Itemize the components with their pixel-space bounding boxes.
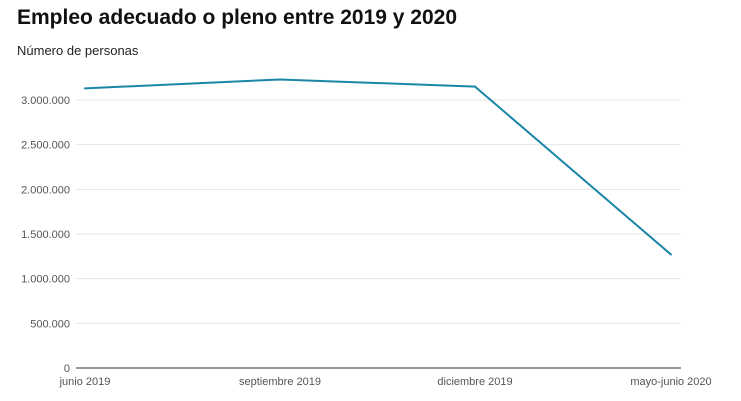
y-axis-ticks: 0 500.000 1.000.000 1.500.000 2.000.000 2.500… [21,95,70,375]
y-tick-label: 1.500.000 [21,229,70,241]
y-tick-label: 1.000.000 [21,274,70,286]
chart-title: Empleo adecuado o pleno entre 2019 y 202… [17,6,458,29]
y-tick-label: 3.000.000 [21,95,70,107]
gridlines [76,99,681,324]
x-tick-label: diciembre 2019 [437,376,512,388]
series-line [84,78,672,256]
y-tick-label: 500.000 [30,318,70,330]
x-tick-label: junio 2019 [59,376,111,388]
chart-subtitle: Número de personas [17,43,139,58]
y-tick-label: 2.500.000 [21,140,70,152]
data-point [670,253,672,256]
x-tick-label: septiembre 2019 [239,376,321,388]
data-point [279,78,281,81]
x-tick-label: mayo-junio 2020 [630,376,711,388]
x-axis-ticks: junio 2019 septiembre 2019 diciembre 2019 m… [59,376,712,388]
data-point [474,85,476,88]
data-point [84,87,86,90]
y-tick-label: 2.000.000 [21,184,70,196]
y-tick-label: 0 [64,363,70,375]
series [84,78,672,256]
